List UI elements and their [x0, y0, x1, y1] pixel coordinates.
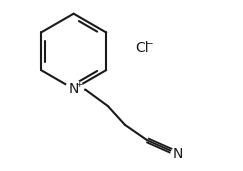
Text: −: − [146, 38, 153, 47]
Text: N: N [69, 82, 79, 96]
Text: +: + [75, 80, 83, 89]
Text: Cl: Cl [135, 41, 149, 55]
Text: N: N [173, 147, 183, 161]
